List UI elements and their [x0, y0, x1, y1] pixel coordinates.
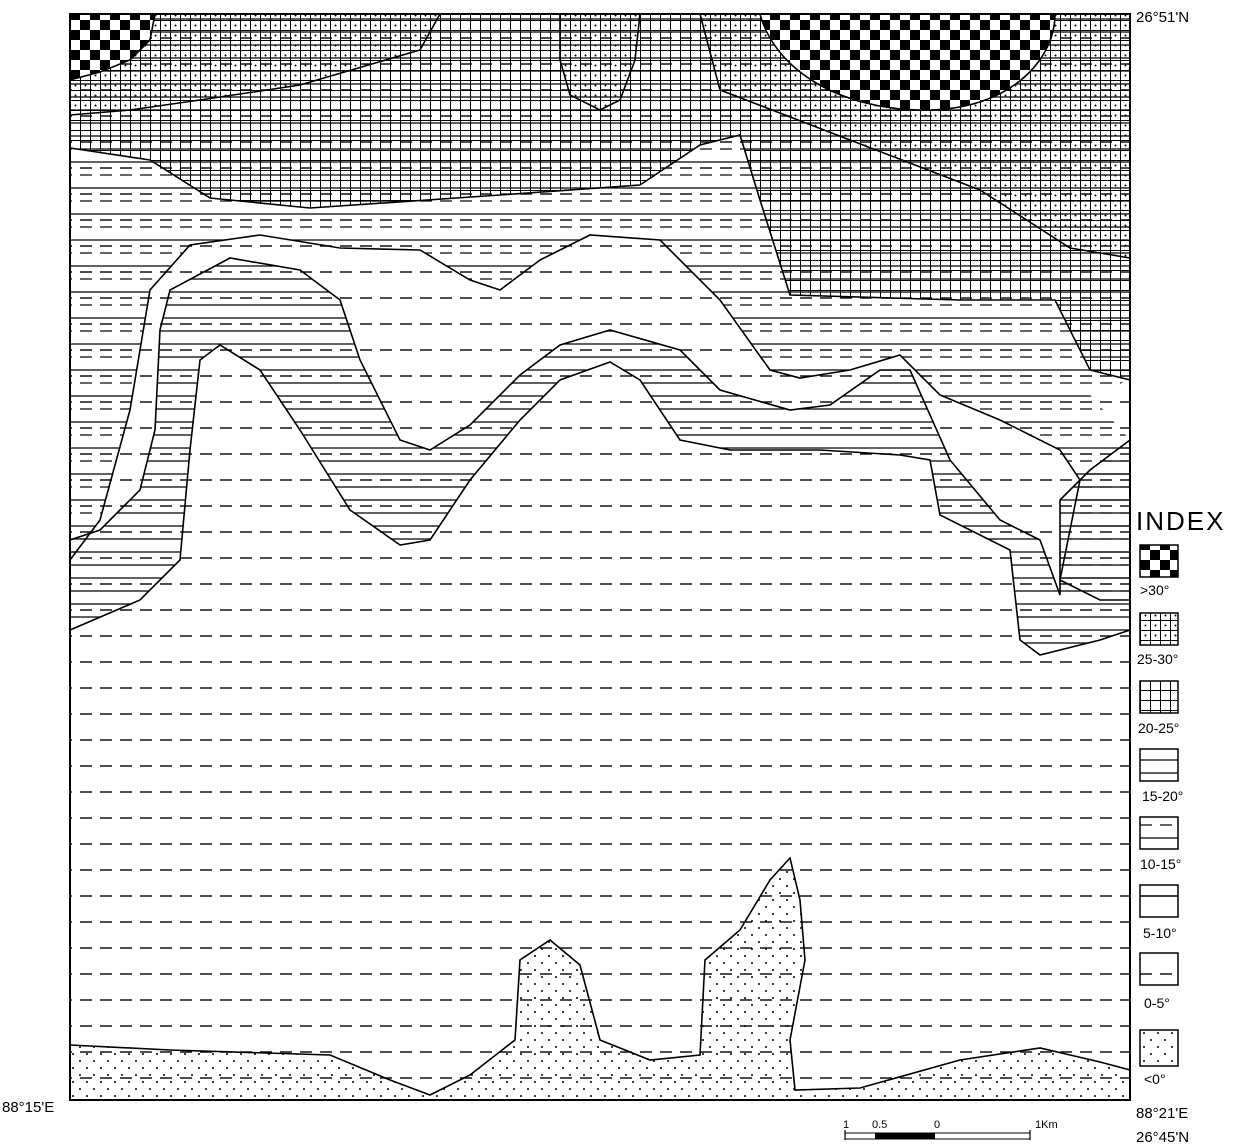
legend: INDEX >30° 25-30° 20-25° 15-20° 10-15° 5…	[1136, 506, 1225, 1087]
zone-over-30-left	[70, 14, 155, 80]
legend-swatch	[1139, 612, 1179, 646]
legend-item-10-15: 10-15°	[1139, 816, 1181, 872]
scale-tick-1: 1	[843, 1119, 849, 1131]
coord-top-right: 26°51'N	[1136, 9, 1189, 26]
legend-label: 25-30°	[1137, 651, 1178, 667]
legend-swatch	[1139, 748, 1179, 782]
legend-label: 5-10°	[1143, 925, 1177, 941]
legend-swatch	[1139, 1029, 1179, 1067]
map-border	[69, 13, 1131, 1101]
scale-tick-1km: 1Km	[1035, 1119, 1058, 1131]
coord-bottom-right-lat: 26°45'N	[1136, 1129, 1189, 1146]
map-area	[70, 14, 1130, 1100]
contour-lines	[70, 14, 1130, 1096]
zone-15-20-mid	[70, 258, 1130, 655]
legend-item-0-5: 0-5°	[1139, 952, 1179, 1011]
legend-item-5-10: 5-10°	[1139, 884, 1179, 941]
coord-bottom-left: 88°15'E	[2, 1099, 54, 1116]
legend-swatch	[1139, 544, 1179, 578]
zone-below-0	[70, 858, 1130, 1100]
legend-swatch	[1139, 816, 1179, 850]
scale-tick-0-5: 0.5	[872, 1119, 887, 1131]
legend-label: 20-25°	[1138, 720, 1179, 736]
coord-bottom-right-lon: 88°21'E	[1136, 1105, 1188, 1122]
legend-item-over-30: >30°	[1139, 544, 1179, 598]
scale-bar: 1 0.5 0 1Km	[843, 1119, 1058, 1140]
legend-label: 0-5°	[1144, 995, 1170, 1011]
legend-item-below-0: <0°	[1139, 1029, 1179, 1087]
legend-swatch	[1139, 952, 1179, 986]
legend-label: <0°	[1144, 1071, 1166, 1087]
legend-item-25-30: 25-30°	[1137, 612, 1179, 667]
legend-title: INDEX	[1136, 506, 1225, 536]
zone-over-30-right	[760, 14, 1055, 110]
legend-swatch	[1139, 680, 1179, 714]
zone-10-15	[70, 135, 1130, 600]
legend-item-15-20: 15-20°	[1139, 748, 1183, 804]
legend-label: 10-15°	[1140, 856, 1181, 872]
scale-tick-0: 0	[934, 1119, 940, 1131]
legend-swatch	[1139, 884, 1179, 918]
legend-label: 15-20°	[1142, 788, 1183, 804]
legend-item-20-25: 20-25°	[1138, 680, 1179, 736]
legend-label: >30°	[1140, 582, 1169, 598]
